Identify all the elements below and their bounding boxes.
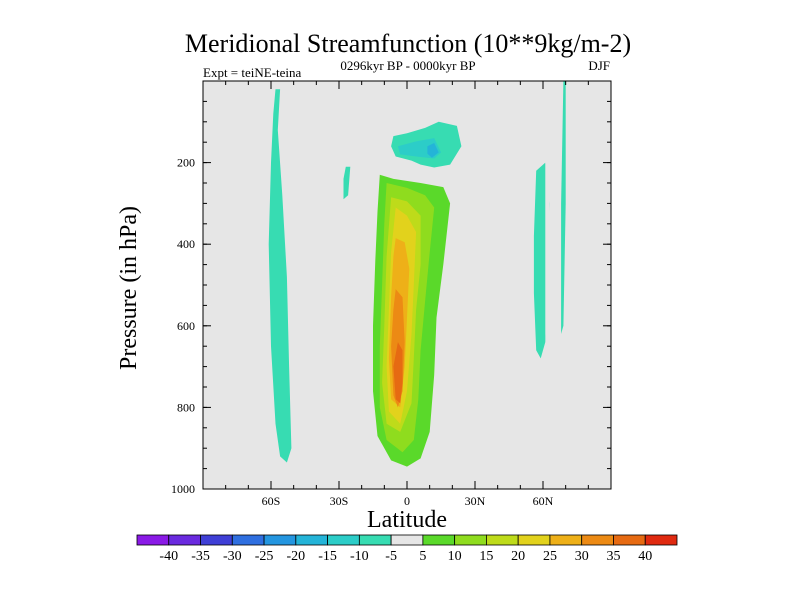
- axis-ticks: 60S 30S 0 30N 60N 200 400 600 800 1000: [171, 80, 612, 508]
- colorbar-label: 30: [575, 549, 589, 564]
- contour-region: [515, 109, 521, 147]
- colorbar-label: -35: [191, 549, 210, 564]
- y-tick-label: 600: [177, 319, 195, 333]
- x-axis-title: Latitude: [367, 507, 447, 533]
- colorbar-label: 5: [419, 549, 426, 564]
- colorbar-swatch: [581, 534, 614, 546]
- contour-region: [561, 81, 566, 334]
- season-label: DJF: [588, 58, 610, 73]
- colorbar-swatch: [136, 534, 170, 546]
- colorbar-label: -20: [286, 549, 305, 564]
- x-tick-label: 60N: [533, 494, 554, 508]
- x-tick-label: 60S: [262, 494, 281, 508]
- colorbar-swatch: [231, 534, 265, 546]
- y-tick-label: 200: [177, 156, 195, 170]
- colorbar-label: 15: [479, 549, 493, 564]
- colorbar-label: -15: [318, 549, 337, 564]
- colorbar-swatch: [358, 534, 392, 546]
- x-tick-label: 30S: [330, 494, 349, 508]
- y-tick-label: 1000: [171, 482, 195, 496]
- colorbar-label: -30: [223, 549, 242, 564]
- colorbar-swatch: [644, 534, 678, 546]
- colorbar-swatch: [517, 534, 551, 546]
- contour-fills: [268, 81, 568, 480]
- colorbar-label: 35: [606, 549, 620, 564]
- contour-region: [311, 256, 337, 440]
- x-tick-label: 30N: [465, 494, 486, 508]
- colorbar-label: 40: [638, 549, 652, 564]
- colorbar-swatch: [390, 534, 424, 546]
- contour-region: [545, 81, 555, 416]
- colorbar: -40 -35 -30 -25 -20 -15 -10 -5 5 10 15 20 25 30 35 40: [136, 534, 678, 564]
- contour-region: [393, 342, 403, 404]
- colorbar-swatch: [454, 534, 487, 546]
- chart-title: Meridional Streamfunction (10**9kg/m-2): [185, 29, 631, 58]
- contour-region: [268, 89, 292, 463]
- colorbar-swatch: [200, 534, 233, 546]
- period-label: 0296kyr BP - 0000kyr BP: [340, 58, 475, 73]
- contour-region: [293, 123, 308, 177]
- colorbar-swatch: [295, 534, 328, 546]
- colorbar-swatch: [327, 534, 360, 546]
- colorbar-swatch: [422, 534, 456, 546]
- colorbar-swatch: [168, 534, 201, 546]
- colorbar-swatch: [263, 534, 297, 546]
- colorbar-swatch: [486, 534, 519, 546]
- x-tick-label: 0: [404, 494, 410, 508]
- colorbar-label: 25: [543, 549, 557, 564]
- colorbar-swatch: [613, 534, 646, 546]
- y-tick-label: 400: [177, 237, 195, 251]
- colorbar-swatch: [549, 534, 583, 546]
- colorbar-label: 10: [448, 549, 462, 564]
- colorbar-label: -25: [255, 549, 274, 564]
- colorbar-label: 20: [511, 549, 525, 564]
- colorbar-label: -40: [159, 549, 178, 564]
- y-axis-title: Pressure (in hPa): [116, 206, 142, 370]
- contour-region: [343, 166, 351, 200]
- experiment-label: Expt = teiNE-teina: [203, 65, 302, 80]
- y-tick-label: 800: [177, 400, 195, 414]
- colorbar-label: -10: [350, 549, 369, 564]
- colorbar-label: -5: [385, 549, 397, 564]
- contour-region: [427, 143, 439, 158]
